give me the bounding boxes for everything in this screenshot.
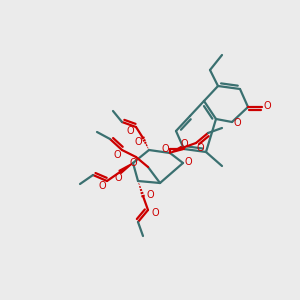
Text: O: O	[114, 173, 122, 183]
Polygon shape	[119, 163, 133, 173]
Text: O: O	[233, 118, 241, 128]
Text: O: O	[146, 190, 154, 200]
Text: O: O	[151, 208, 159, 218]
Text: O: O	[98, 181, 106, 191]
Text: O: O	[161, 144, 169, 154]
Text: O: O	[184, 157, 192, 167]
Text: O: O	[263, 101, 271, 111]
Text: O: O	[180, 139, 188, 149]
Text: O: O	[129, 158, 137, 168]
Text: O: O	[113, 150, 121, 160]
Text: O: O	[126, 126, 134, 136]
Text: O: O	[134, 137, 142, 147]
Polygon shape	[170, 146, 183, 153]
Text: O: O	[196, 143, 204, 153]
